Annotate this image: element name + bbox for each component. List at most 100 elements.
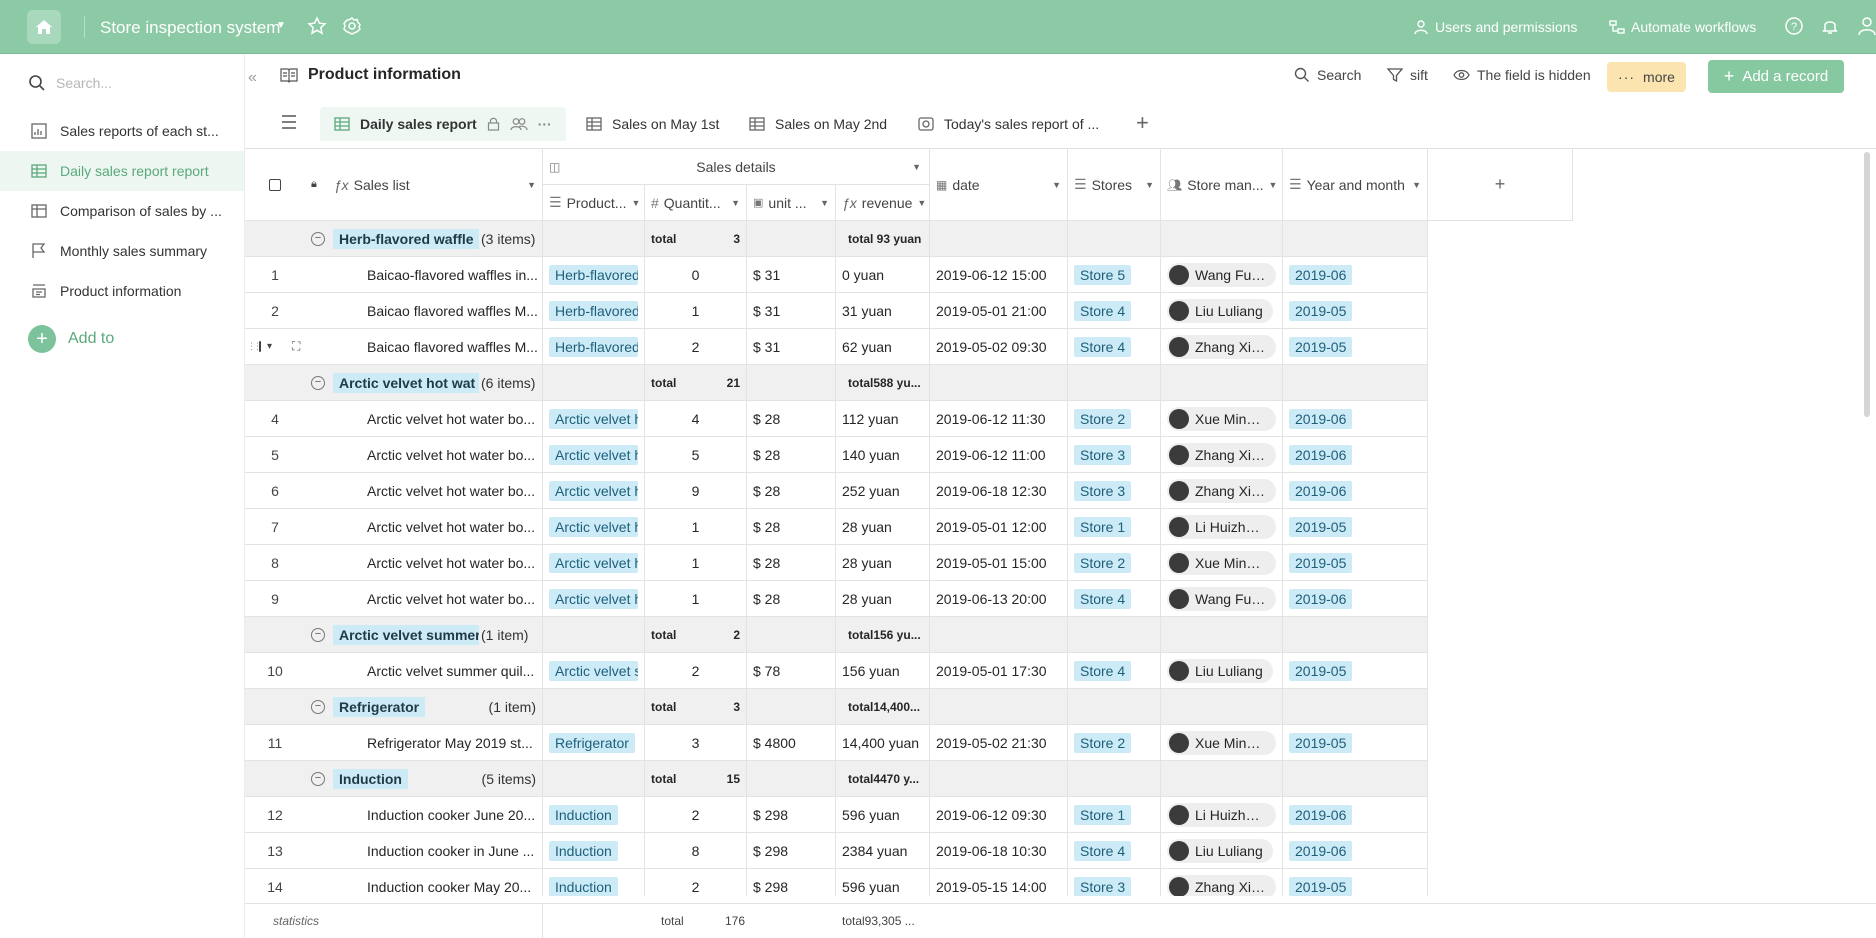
cell-date[interactable]: 2019-06-13 20:00	[930, 581, 1068, 617]
cell-qty[interactable]: total 15	[645, 761, 747, 797]
cell-unit[interactable]: $ 28	[747, 545, 836, 581]
cell-ym[interactable]: 2019-05	[1283, 509, 1428, 545]
store-manager-chip[interactable]: Li Huizhong	[1167, 802, 1276, 827]
view-menu-icon[interactable]	[281, 115, 297, 132]
cell-manager[interactable]: Li Huizhong	[1161, 509, 1283, 545]
column-header-quantity[interactable]: # Quantit... ▼	[645, 185, 747, 221]
cell-product[interactable]	[543, 617, 645, 653]
cell-qty[interactable]: total 3	[645, 689, 747, 725]
cell-unit[interactable]: $ 31	[747, 293, 836, 329]
caret-down-icon[interactable]: ▼	[1145, 179, 1154, 190]
cell-unit[interactable]: $ 28	[747, 473, 836, 509]
lock-icon[interactable]	[487, 117, 500, 131]
cell-rev[interactable]: total 93 yuan	[836, 221, 930, 257]
cell-date[interactable]	[930, 365, 1068, 401]
cell-product[interactable]: Arctic velvet h	[543, 545, 645, 581]
cell-product[interactable]: Induction	[543, 869, 645, 896]
cell-store[interactable]: Store 4	[1068, 329, 1161, 365]
cell-manager[interactable]	[1161, 761, 1283, 797]
cell-unit[interactable]: $ 31	[747, 257, 836, 293]
cell-sales[interactable]: Arctic velvet hot water bo...	[305, 437, 543, 473]
cell-product[interactable]: Induction	[543, 833, 645, 869]
cell-rev[interactable]: 28 yuan	[836, 545, 930, 581]
tab-sales-may-1st[interactable]: Sales on May 1st	[572, 107, 733, 141]
cell-manager[interactable]	[1161, 617, 1283, 653]
cell-rev[interactable]: 14,400 yuan	[836, 725, 930, 761]
cell-qty[interactable]: total 21	[645, 365, 747, 401]
cell-date[interactable]: 2019-05-01 17:30	[930, 653, 1068, 689]
cell-ym[interactable]: 2019-06	[1283, 581, 1428, 617]
sidebar-item-product-information[interactable]: Product information	[0, 271, 244, 311]
cell-rev[interactable]: 2384 yuan	[836, 833, 930, 869]
cell-unit[interactable]: $ 28	[747, 437, 836, 473]
sidebar-item-sales-reports[interactable]: Sales reports of each st...	[0, 111, 244, 151]
cell-sales[interactable]: Induction cooker May 20...	[305, 869, 543, 896]
cell-ym[interactable]: 2019-06	[1283, 437, 1428, 473]
cell-qty[interactable]: 1	[645, 545, 747, 581]
cell-sales[interactable]: Baicao-flavored waffles in...	[305, 257, 543, 293]
cell-sales[interactable]: Arctic velvet hot water bo...	[305, 401, 543, 437]
cell-ym[interactable]: 2019-05	[1283, 725, 1428, 761]
add-view-button[interactable]: +	[1136, 110, 1149, 135]
tab-daily-sales-report[interactable]: Daily sales report ···	[320, 107, 566, 141]
cell-qty[interactable]: 2	[645, 329, 747, 365]
cell-date[interactable]: 2019-05-01 21:00	[930, 293, 1068, 329]
collapse-group-icon[interactable]: −	[311, 627, 325, 642]
cell-rev[interactable]: 140 yuan	[836, 437, 930, 473]
cell-ym[interactable]: 2019-05	[1283, 545, 1428, 581]
caret-down-icon[interactable]: ▼	[820, 197, 829, 208]
cell-store[interactable]: Store 4	[1068, 581, 1161, 617]
caret-down-icon[interactable]: ▼	[527, 179, 536, 190]
cell-qty[interactable]: 1	[645, 293, 747, 329]
cell-qty[interactable]: 1	[645, 509, 747, 545]
column-header-date[interactable]: ▦ date ▼	[930, 149, 1068, 221]
cell-store[interactable]: Store 2	[1068, 401, 1161, 437]
help-icon[interactable]: ?	[1784, 16, 1804, 39]
cell-qty[interactable]: total 3	[645, 221, 747, 257]
caret-down-icon[interactable]: ▼	[731, 197, 740, 208]
cell-sales[interactable]: − Arctic velvet hot wat (6 items)	[305, 365, 543, 401]
cell-qty[interactable]: 5	[645, 437, 747, 473]
drag-handle-icon[interactable]: ⋮⋮	[247, 341, 262, 351]
column-header-sales-list[interactable]: 🔒︎ ƒx Sales list ▼	[305, 149, 543, 221]
column-header-unit[interactable]: ▣ unit ... ▼	[747, 185, 836, 221]
cell-rev[interactable]: 252 yuan	[836, 473, 930, 509]
add-column-button[interactable]: +	[1428, 149, 1573, 221]
cell-unit[interactable]: $ 28	[747, 509, 836, 545]
cell-manager[interactable]: Zhang Xiu...	[1161, 869, 1283, 896]
cell-sales[interactable]: Arctic velvet hot water bo...	[305, 473, 543, 509]
caret-down-icon[interactable]: ▾	[267, 341, 273, 352]
cell-qty[interactable]: 2	[645, 797, 747, 833]
store-manager-chip[interactable]: Liu Luliang	[1167, 298, 1273, 323]
cell-product[interactable]: Arctic velvet h	[543, 473, 645, 509]
store-manager-chip[interactable]: Xue Mingc...	[1167, 730, 1276, 755]
cell-store[interactable]: Store 1	[1068, 797, 1161, 833]
cell-ym[interactable]	[1283, 221, 1428, 257]
cell-ym[interactable]	[1283, 689, 1428, 725]
cell-date[interactable]	[930, 761, 1068, 797]
tab-todays-sales-report[interactable]: Today's sales report of ...	[904, 107, 1113, 141]
cell-store[interactable]: Store 4	[1068, 293, 1161, 329]
column-header-stores[interactable]: ☰ Stores ▼	[1068, 149, 1161, 221]
cell-store[interactable]: Store 2	[1068, 545, 1161, 581]
cell-manager[interactable]	[1161, 689, 1283, 725]
cell-manager[interactable]	[1161, 365, 1283, 401]
cell-qty[interactable]: 1	[645, 581, 747, 617]
cell-store[interactable]	[1068, 365, 1161, 401]
cell-date[interactable]: 2019-05-02 09:30	[930, 329, 1068, 365]
cell-unit[interactable]	[747, 617, 836, 653]
group-collapse-icon[interactable]: ◫	[549, 159, 561, 174]
caret-down-icon[interactable]: ▼	[1268, 179, 1278, 190]
cell-date[interactable]: 2019-06-12 11:00	[930, 437, 1068, 473]
cell-store[interactable]: Store 4	[1068, 653, 1161, 689]
cell-manager[interactable]: Zhang Xiu...	[1161, 437, 1283, 473]
cell-ym[interactable]: 2019-05	[1283, 869, 1428, 896]
account-icon[interactable]	[1858, 16, 1876, 39]
store-manager-chip[interactable]: Wang Fuyan	[1167, 586, 1276, 611]
cell-date[interactable]: 2019-05-02 21:30	[930, 725, 1068, 761]
cell-product[interactable]	[543, 365, 645, 401]
cell-ym[interactable]: 2019-06	[1283, 401, 1428, 437]
cell-product[interactable]: Refrigerator	[543, 725, 645, 761]
cell-qty[interactable]: 3	[645, 725, 747, 761]
cell-ym[interactable]	[1283, 365, 1428, 401]
